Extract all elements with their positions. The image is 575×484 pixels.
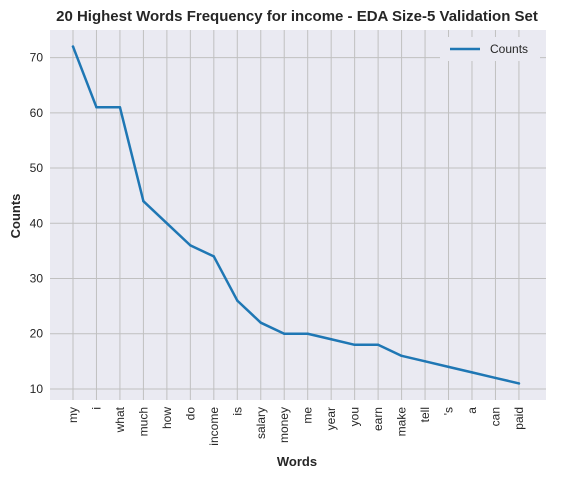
plot-area (50, 30, 546, 400)
data-point (517, 382, 521, 385)
data-point (189, 244, 192, 247)
chart-title: 20 Highest Words Frequency for income - … (56, 8, 538, 25)
data-point (423, 360, 427, 363)
data-point (236, 299, 239, 302)
x-tick-label: do (183, 407, 197, 421)
legend-entry-counts: Counts (490, 42, 528, 56)
y-tick-label: 50 (30, 161, 44, 175)
x-tick-label: income (207, 407, 221, 446)
y-tick-labels: 10 20 30 40 50 60 70 (30, 51, 44, 396)
x-tick-label: you (348, 407, 362, 426)
data-point (142, 199, 145, 203)
x-tick-label: paid (512, 407, 526, 430)
data-point (71, 45, 75, 48)
x-tick-label: salary (254, 407, 268, 439)
x-axis-label: Words (277, 454, 317, 469)
x-tick-labels: my i what much how do income is salary money me yea… (66, 406, 526, 445)
data-point (212, 255, 216, 258)
data-point (306, 332, 309, 335)
x-tick-label: is (230, 407, 244, 416)
x-tick-label: much (136, 407, 150, 436)
x-tick-label: year (324, 407, 338, 430)
x-tick-label: a (465, 407, 479, 414)
series-line-counts (71, 45, 521, 385)
x-tick-label: make (395, 407, 409, 437)
data-point (165, 222, 169, 225)
data-point (376, 343, 380, 346)
data-point (259, 321, 262, 324)
data-point (400, 354, 403, 358)
y-tick-label: 40 (30, 216, 44, 230)
x-tick-label: me (301, 407, 315, 424)
x-tick-label: earn (371, 407, 385, 431)
data-point (118, 106, 122, 109)
x-tick-label: can (488, 407, 502, 426)
data-point (447, 365, 450, 369)
y-tick-label: 30 (30, 272, 44, 286)
data-point (470, 371, 474, 374)
vertical-gridlines (72, 30, 520, 400)
x-tick-label: tell (418, 407, 432, 422)
x-tick-label: 's (442, 407, 456, 415)
x-tick-label: what (113, 406, 127, 433)
data-point (95, 106, 98, 109)
data-point (329, 338, 333, 341)
legend: Counts (440, 37, 540, 61)
y-tick-label: 10 (30, 382, 44, 396)
x-tick-label: i (89, 407, 103, 410)
y-tick-label: 60 (30, 106, 44, 120)
x-tick-label: money (277, 407, 291, 443)
data-point (494, 376, 497, 380)
data-point (283, 332, 286, 335)
x-tick-label: my (66, 407, 80, 423)
y-tick-label: 70 (30, 51, 44, 65)
x-tick-label: how (160, 407, 174, 429)
y-axis-label: Counts (8, 194, 23, 239)
data-point (353, 343, 356, 346)
y-tick-label: 20 (30, 327, 44, 341)
series-layer (71, 45, 521, 385)
